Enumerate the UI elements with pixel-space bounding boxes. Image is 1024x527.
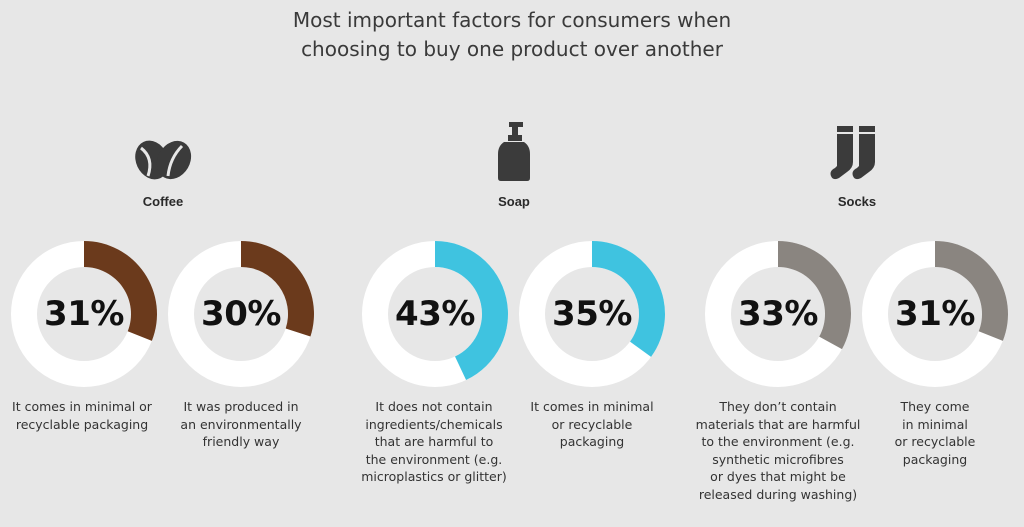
donut-chart: 31%: [10, 240, 158, 388]
description-line: ingredients/chemicals: [365, 416, 503, 432]
chart-title: Most important factors for consumers whe…: [0, 6, 1024, 64]
percentage-label: 31%: [895, 294, 975, 334]
percentage-label: 43%: [395, 294, 475, 334]
donut-svg: [519, 241, 665, 387]
description-line: or recyclable: [894, 434, 976, 449]
chart-title-line-2: choosing to buy one product over another: [301, 37, 723, 61]
donut-chart: 31%: [861, 240, 1009, 388]
percentage-label: 31%: [44, 294, 124, 334]
description-line: packaging: [902, 451, 968, 467]
category-coffee: Coffee: [103, 120, 223, 209]
donut-chart: 35%: [518, 240, 666, 388]
donut-chart: 43%: [361, 240, 509, 388]
description: It comes in minimal or recyclable packag…: [0, 398, 167, 433]
donut-svg: [168, 241, 314, 387]
category-socks: Socks: [797, 120, 917, 209]
description: It does not contain ingredients/chemical…: [349, 398, 519, 486]
description-line: It comes in minimal or: [12, 399, 152, 414]
ring-segment: [84, 241, 158, 341]
percentage-label: 33%: [738, 294, 818, 334]
donut-svg: [11, 241, 158, 387]
description-line: or dyes that might be: [710, 469, 846, 484]
description-line: They don’t contain: [719, 399, 837, 414]
description-line: recyclable packaging: [15, 416, 149, 432]
description-line: It was produced in: [183, 399, 299, 414]
description-line: microplastics or glitter): [361, 469, 507, 484]
donut-chart: 33%: [704, 240, 852, 388]
description-line: that are harmful to: [374, 434, 494, 449]
description-line: or recyclable: [551, 416, 633, 432]
description-line: materials that are harmful: [695, 416, 861, 432]
ring-segment: [241, 241, 314, 337]
description: They don’t contain materials that are ha…: [693, 398, 863, 503]
description-line: It comes in minimal: [530, 399, 654, 414]
description: It comes in minimal or recyclable packag…: [507, 398, 677, 451]
donut-svg: [862, 241, 1008, 387]
description-line: an environmentally: [180, 416, 302, 432]
coffee-bean-icon: [103, 120, 223, 182]
description-line: the environment (e.g.: [365, 451, 503, 467]
category-label: Soap: [498, 194, 530, 209]
ring-segment: [935, 241, 1008, 341]
ring-segment: [435, 241, 508, 381]
description-line: released during washing): [698, 486, 858, 502]
socks-icon: [797, 120, 917, 182]
description-line: It does not contain: [375, 399, 493, 414]
category-soap: Soap: [454, 120, 574, 209]
donut-svg: [705, 241, 851, 387]
ring-segment: [778, 241, 851, 350]
soap-bottle-icon: [454, 120, 574, 182]
description: It was produced in an environmentally fr…: [156, 398, 326, 451]
description-line: to the environment (e.g.: [701, 434, 855, 449]
percentage-label: 35%: [552, 294, 632, 334]
percentage-label: 30%: [201, 294, 281, 334]
donut-svg: [362, 241, 508, 387]
description: They come in minimal or recyclable packa…: [850, 398, 1020, 468]
ring-segment: [592, 241, 665, 357]
category-label: Coffee: [142, 194, 184, 209]
description-line: They come: [900, 399, 970, 414]
description-line: in minimal: [902, 416, 968, 432]
donut-chart: 30%: [167, 240, 315, 388]
description-line: friendly way: [202, 434, 280, 449]
description-line: synthetic microfibres: [712, 451, 844, 467]
chart-title-line-1: Most important factors for consumers whe…: [292, 8, 732, 32]
description-line: packaging: [559, 434, 625, 449]
category-label: Socks: [837, 194, 877, 209]
